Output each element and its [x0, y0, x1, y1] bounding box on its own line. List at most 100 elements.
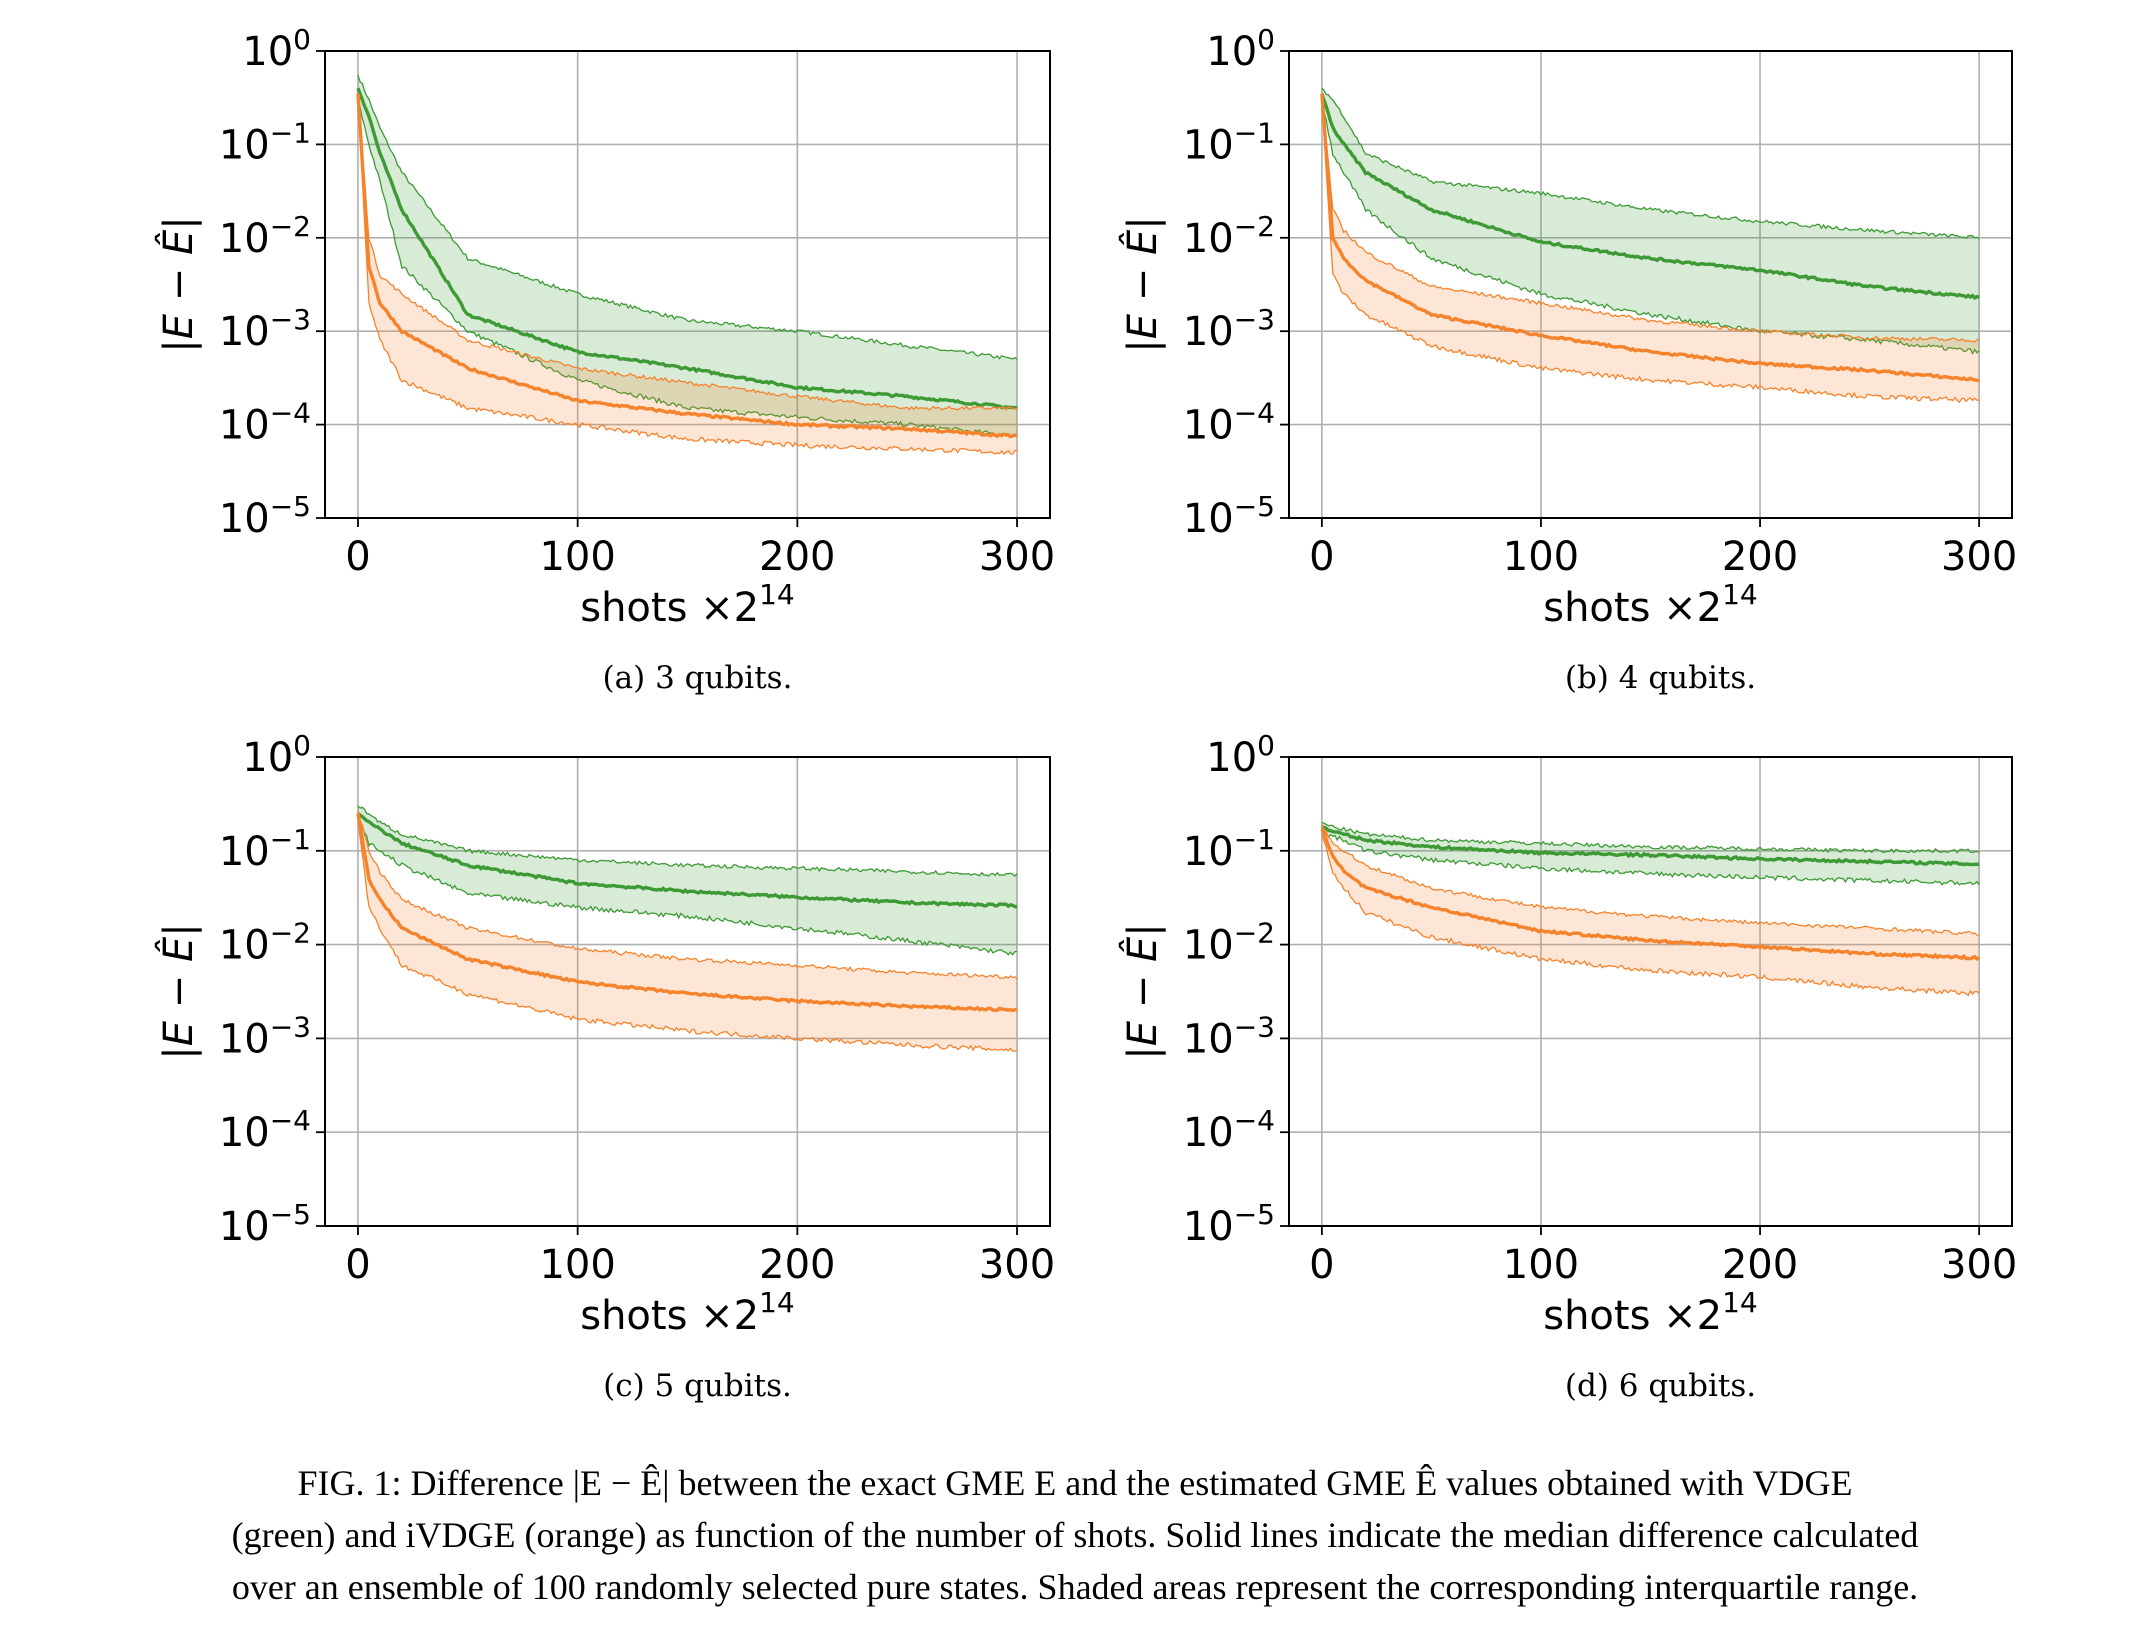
green-iqr-band — [357, 806, 1018, 955]
x-axis-label-base: shots ×2 — [580, 1293, 759, 1339]
x-axis-label-base: shots ×2 — [1543, 585, 1722, 631]
y-tick-label: 10−5 — [219, 1198, 311, 1250]
y-tick-exponent: 0 — [1257, 729, 1275, 762]
x-axis-label-exponent: 14 — [759, 1286, 795, 1319]
y-tick-label: 100 — [242, 23, 311, 75]
y-tick-base: 10 — [219, 923, 270, 969]
y-tick-label: 10−3 — [1183, 303, 1275, 355]
orange-q3-line — [1321, 824, 1980, 936]
subfigure-caption: (d) 6 qubits. — [1565, 1368, 1756, 1404]
y-tick-label: 10−3 — [219, 1010, 311, 1062]
green-median-line — [1320, 93, 1980, 301]
y-tick-exponent: −1 — [270, 823, 311, 856]
axes-frame — [1288, 756, 2013, 1227]
green-iqr-band — [1321, 88, 1980, 354]
x-tick-label: 200 — [1722, 1242, 1798, 1288]
y-tick-label: 10−5 — [1183, 1198, 1275, 1250]
y-tick-exponent: −1 — [1234, 116, 1275, 149]
y-tick-exponent: −4 — [270, 1104, 311, 1137]
y-tick-base: 10 — [1183, 403, 1234, 449]
green-q1-line — [1321, 831, 1980, 886]
y-tick-label: 10−4 — [1183, 1104, 1275, 1156]
x-tick-label: 200 — [759, 534, 835, 580]
subfigure-caption: (c) 5 qubits. — [603, 1368, 792, 1404]
y-tick-exponent: −5 — [1234, 1198, 1275, 1231]
y-tick-label: 10−4 — [219, 1104, 311, 1156]
x-axis-label-exponent: 14 — [1722, 578, 1758, 611]
y-tick-exponent: 0 — [1257, 23, 1275, 56]
y-tick-base: 10 — [1183, 829, 1234, 875]
x-tick-label: 300 — [979, 534, 1055, 580]
orange-q1-line — [1321, 834, 1980, 997]
y-tick-exponent: −2 — [1234, 210, 1275, 243]
x-tick-label: 200 — [1722, 534, 1798, 580]
x-axis-label-exponent: 14 — [759, 578, 795, 611]
x-tick-label: 300 — [979, 1242, 1055, 1288]
y-tick-base: 10 — [219, 403, 270, 449]
y-tick-base: 10 — [219, 216, 270, 262]
y-tick-label: 10−1 — [1183, 116, 1275, 168]
x-tick-label: 200 — [759, 1242, 835, 1288]
y-tick-label: 10−2 — [219, 210, 311, 262]
x-axis-label: shots ×214 — [1543, 578, 1758, 631]
y-tick-base: 10 — [1183, 496, 1234, 542]
subfigure-caption: (b) 4 qubits. — [1565, 660, 1756, 696]
y-axis-label: |E − Ê| — [154, 216, 202, 352]
y-tick-label: 10−1 — [1183, 823, 1275, 875]
green-q3-line — [1321, 87, 1980, 240]
y-tick-base: 10 — [1206, 29, 1257, 75]
orange-iqr-band — [357, 93, 1018, 455]
y-tick-base: 10 — [219, 309, 270, 355]
x-tick-label: 300 — [1941, 1242, 2017, 1288]
orange-iqr-band — [357, 810, 1018, 1052]
green-iqr-band — [357, 75, 1018, 438]
x-tick-label: 300 — [1941, 534, 2017, 580]
x-tick-label: 100 — [1503, 534, 1579, 580]
y-axis-label: |E − Ê| — [154, 923, 202, 1059]
x-tick-label: 100 — [539, 1242, 615, 1288]
y-tick-label: 10−2 — [1183, 917, 1275, 969]
y-tick-base: 10 — [219, 1110, 270, 1156]
x-tick-label: 100 — [1503, 1242, 1579, 1288]
y-tick-base: 10 — [219, 1016, 270, 1062]
y-tick-exponent: 0 — [293, 729, 311, 762]
x-tick-label: 0 — [1309, 1242, 1334, 1288]
axes-frame — [324, 50, 1051, 519]
x-tick-label: 0 — [1309, 534, 1334, 580]
green-q3-line — [357, 805, 1018, 877]
x-axis-label: shots ×214 — [580, 1286, 795, 1339]
orange-q1-line — [357, 99, 1018, 455]
y-tick-label: 100 — [1206, 23, 1275, 75]
green-q3-line — [1321, 821, 1980, 854]
orange-q3-line — [357, 810, 1018, 980]
y-tick-label: 100 — [242, 729, 311, 781]
y-tick-label: 10−4 — [1183, 397, 1275, 449]
x-axis-label-exponent: 14 — [1722, 1286, 1758, 1319]
figure-caption-line-2: (green) and iVDGE (orange) as function o… — [231, 1515, 1919, 1555]
y-tick-base: 10 — [219, 122, 270, 168]
x-axis-label-base: shots ×2 — [580, 585, 759, 631]
y-tick-exponent: −5 — [1234, 490, 1275, 523]
y-tick-exponent: −2 — [1234, 917, 1275, 950]
y-tick-exponent: −5 — [270, 1198, 311, 1231]
x-tick-label: 100 — [539, 534, 615, 580]
y-tick-label: 10−1 — [219, 116, 311, 168]
orange-median-line — [1320, 93, 1980, 383]
y-tick-exponent: −3 — [270, 303, 311, 336]
subfigure-caption: (a) 3 qubits. — [603, 660, 793, 696]
orange-q1-line — [357, 818, 1018, 1052]
y-tick-base: 10 — [219, 496, 270, 542]
orange-q3-line — [357, 93, 1018, 411]
y-tick-label: 10−5 — [1183, 490, 1275, 542]
x-axis-label-base: shots ×2 — [1543, 1293, 1722, 1339]
x-axis-label: shots ×214 — [1543, 1286, 1758, 1339]
y-tick-base: 10 — [242, 29, 293, 75]
y-tick-exponent: −4 — [1234, 1104, 1275, 1137]
orange-median-line — [1320, 828, 1980, 961]
y-tick-label: 10−5 — [219, 490, 311, 542]
y-axis-label: |E − Ê| — [1118, 216, 1166, 352]
